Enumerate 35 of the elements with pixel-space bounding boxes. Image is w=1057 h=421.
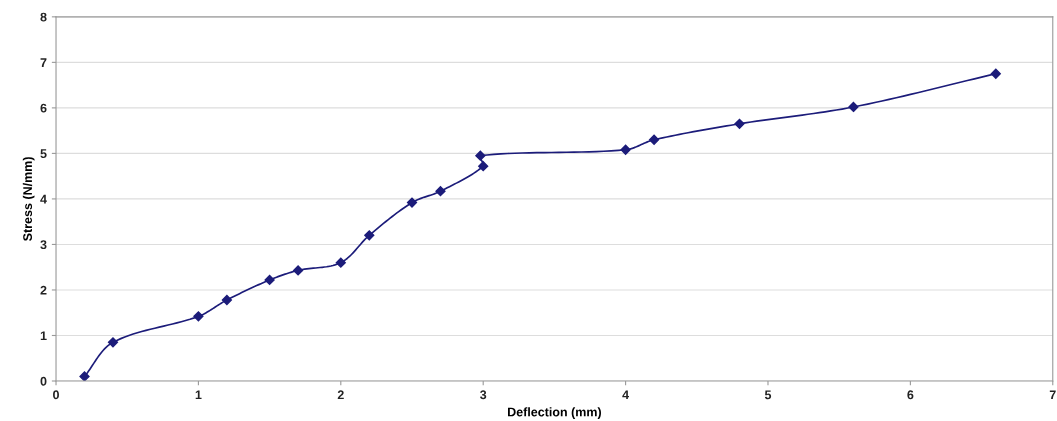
x-tick-label: 7	[1049, 390, 1056, 400]
x-tick-label: 2	[337, 390, 344, 400]
point	[475, 150, 486, 161]
y-tick-label: 7	[40, 58, 47, 67]
y-tick-label: 0	[40, 376, 47, 386]
point	[364, 230, 375, 241]
point	[292, 265, 304, 276]
point	[435, 186, 446, 197]
point	[193, 311, 204, 322]
y-axis-title: Stress (N/mm)	[22, 157, 35, 241]
x-tick-label: 0	[53, 390, 59, 400]
x-tick-label: 4	[622, 390, 629, 400]
x-tick-label: 3	[480, 390, 487, 400]
point	[990, 68, 1001, 79]
point	[848, 101, 859, 113]
y-tick-label: 4	[40, 194, 47, 204]
point	[264, 274, 275, 286]
y-tick-label: 8	[40, 12, 47, 22]
y-tick-label: 2	[40, 285, 47, 295]
y-tick-label: 6	[40, 103, 47, 113]
point	[478, 161, 489, 172]
point	[79, 371, 90, 382]
point	[221, 294, 233, 306]
point	[107, 337, 119, 348]
y-tick-label: 3	[40, 240, 47, 250]
x-tick-label: 1	[195, 390, 202, 400]
point	[734, 118, 745, 129]
point	[648, 134, 660, 145]
x-tick-label: 6	[907, 390, 914, 400]
x-tick-label: 5	[764, 390, 772, 400]
y-tick-label: 1	[40, 331, 47, 341]
x-axis-title: Deflection (mm)	[508, 407, 601, 419]
point	[335, 257, 346, 268]
y-tick-label: 5	[40, 149, 47, 159]
point	[620, 144, 631, 155]
